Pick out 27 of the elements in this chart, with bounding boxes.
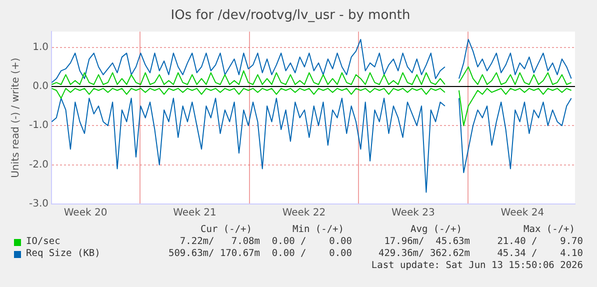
text: 509.63m/ 170.67m xyxy=(168,248,260,259)
text: Last update: Sat Jun 13 15:50:06 2026 xyxy=(371,260,583,271)
text: Min (-/+) xyxy=(292,224,344,235)
y-tick-label: -2.0 xyxy=(28,159,49,170)
text: 0.00 / 0.00 xyxy=(272,236,352,247)
x-tick-label: Week 23 xyxy=(392,208,435,219)
legend-label: IO/sec xyxy=(26,236,60,247)
y-axis-title: Units read (-) / write (+) xyxy=(10,58,22,178)
chart-title: IOs for /dev/rootvg/lv_usr - by month xyxy=(170,8,410,24)
text: 429.36m/ 362.62m xyxy=(378,248,470,259)
text: Max (-/+) xyxy=(524,224,575,235)
text: Avg (-/+) xyxy=(410,224,462,235)
y-tick-label: 1.0 xyxy=(32,42,49,53)
x-tick-label: Week 20 xyxy=(64,208,108,219)
x-tick-label: Week 21 xyxy=(173,208,216,219)
x-tick-label: Week 24 xyxy=(500,208,544,219)
legend-label: Req Size (KB) xyxy=(26,248,100,259)
text: 7.22m/ 7.08m xyxy=(180,236,260,247)
text: Cur (-/+) xyxy=(200,224,252,235)
x-tick-label: Week 22 xyxy=(282,208,326,219)
y-tick-label: -1.0 xyxy=(28,120,49,132)
y-tick-label: -3.0 xyxy=(28,198,49,210)
text: 45.34 / 4.10 xyxy=(497,248,583,259)
text: 0.00 / 0.00 xyxy=(272,248,352,259)
text: 21.40 / 9.70 xyxy=(497,236,583,247)
text: 17.96m/ 45.63m xyxy=(384,236,470,247)
y-tick-label: 0.0 xyxy=(32,81,49,92)
